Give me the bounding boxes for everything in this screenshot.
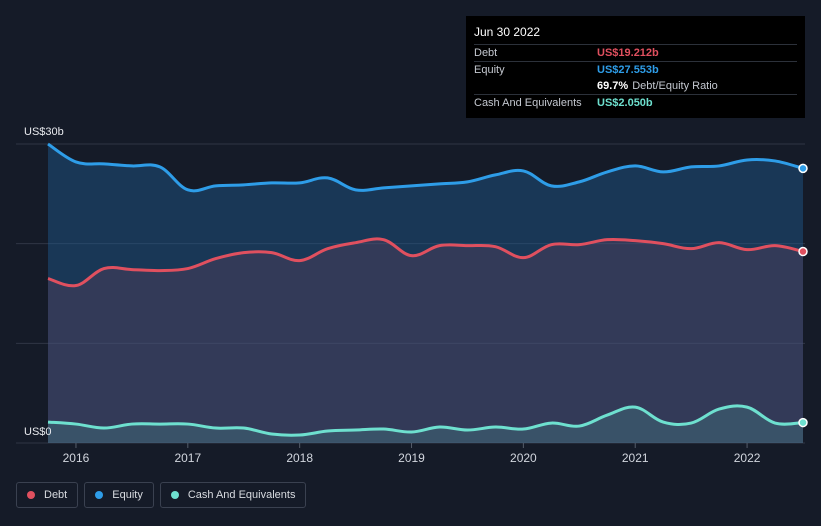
equity-line [47, 142, 804, 193]
grid-lines [16, 143, 805, 444]
tooltip-panel: Jun 30 2022 Debt US$19.212b Equity US$27… [466, 16, 805, 118]
legend-item-cash[interactable]: Cash And Equivalents [159, 482, 307, 508]
debt-area [48, 238, 803, 443]
cash-and-equivalents-end-marker [798, 417, 808, 428]
legend-label: Equity [112, 489, 143, 501]
series-end-markers [798, 163, 808, 428]
tooltip-label: Equity [474, 64, 505, 76]
tooltip-label: Cash And Equivalents [474, 97, 582, 109]
tooltip-value: US$19.212b [597, 47, 659, 59]
tooltip-row-cash: Cash And Equivalents US$2.050b [474, 94, 797, 111]
cash-and-equivalents-area [48, 405, 803, 443]
x-tick-label: 2017 [174, 451, 201, 465]
tooltip-row-equity: Equity US$27.553b [474, 61, 797, 78]
tooltip-ratio-label: Debt/Equity Ratio [632, 80, 718, 92]
tooltip-date: Jun 30 2022 [474, 25, 541, 39]
tooltip-value: US$2.050b [597, 97, 653, 109]
chart-legend: Debt Equity Cash And Equivalents [16, 482, 312, 510]
cash-and-equivalents-line [47, 404, 804, 437]
legend-dot-icon [170, 491, 179, 499]
debt-end-marker [798, 246, 808, 257]
x-tick-label: 2020 [510, 451, 537, 465]
series-areas [48, 144, 803, 443]
tooltip-row-debt: Debt US$19.212b [474, 44, 797, 61]
legend-item-equity[interactable]: Equity [84, 482, 154, 508]
legend-dot-icon [95, 491, 104, 499]
legend-item-debt[interactable]: Debt [16, 482, 79, 508]
x-tick-label: 2021 [622, 451, 649, 465]
x-tick-label: 2018 [286, 451, 313, 465]
x-axis-ticks: 2016 2017 2018 2019 2020 2021 2022 [63, 443, 761, 465]
equity-area [48, 144, 803, 443]
x-tick-label: 2016 [63, 451, 90, 465]
series-lines [47, 142, 804, 437]
debt-line [47, 237, 804, 288]
x-tick-label: 2022 [734, 451, 761, 465]
y-axis-top-label: US$30b [24, 126, 64, 138]
tooltip-label: Debt [474, 47, 498, 59]
equity-end-marker [798, 163, 808, 174]
tooltip-ratio-value: 69.7% Debt/Equity Ratio [597, 80, 718, 92]
tooltip-row-ratio: 69.7% Debt/Equity Ratio [474, 78, 797, 94]
y-axis-bottom-label: US$0 [24, 426, 52, 438]
legend-label: Debt [44, 489, 68, 501]
tooltip-value: US$27.553b [597, 64, 659, 76]
x-tick-label: 2019 [398, 451, 425, 465]
legend-label: Cash And Equivalents [187, 489, 296, 501]
legend-dot-icon [27, 491, 35, 499]
